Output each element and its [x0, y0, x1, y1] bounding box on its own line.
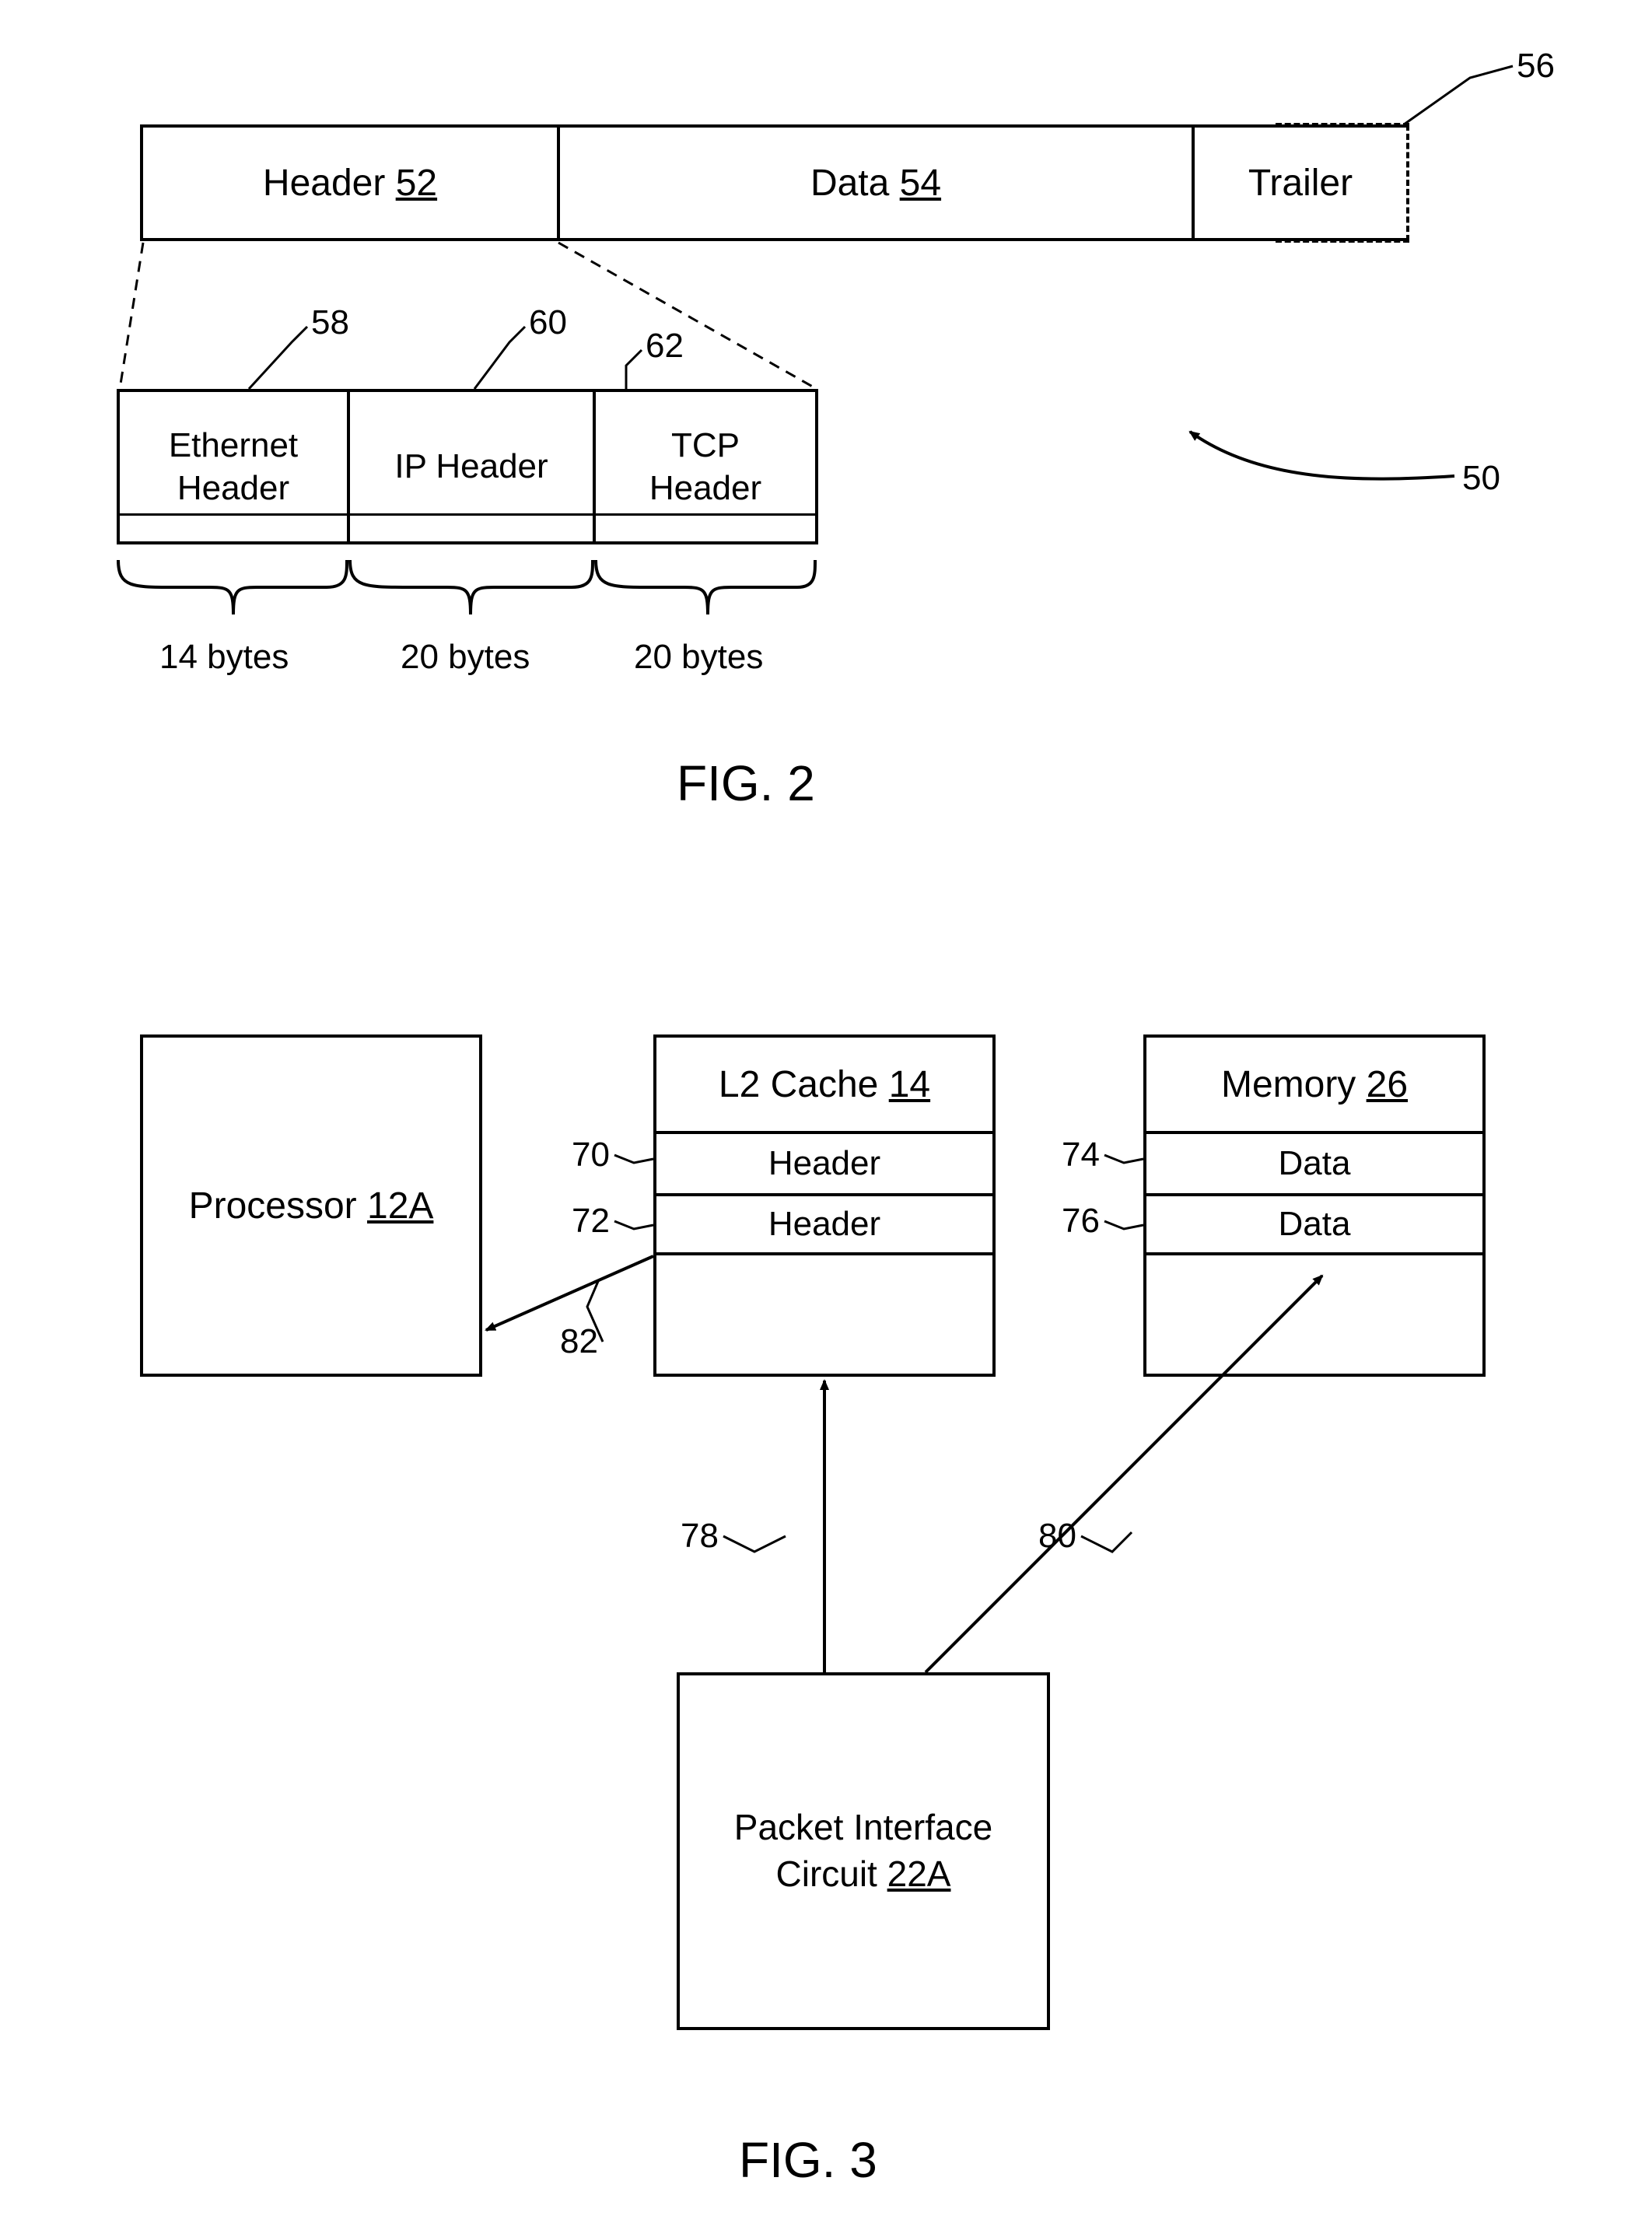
fig3-ref-78: 78: [681, 1517, 719, 1556]
fig2-ip-line1: IP Header: [394, 447, 548, 486]
fig3-l2cache-title: L2 Cache 14: [656, 1038, 992, 1131]
fig2-ref-50: 50: [1462, 459, 1500, 498]
fig2-ref-62: 62: [646, 327, 684, 366]
fig2-eth-header-box: Ethernet Header: [117, 389, 350, 544]
fig3-title: FIG. 3: [739, 2131, 877, 2189]
fig2-eth-line2: Header: [177, 467, 289, 509]
fig2-trailer-dash-bottom: [1276, 240, 1409, 243]
fig3-memory-row1: Data: [1146, 1131, 1482, 1193]
fig3-ref-72: 72: [572, 1202, 610, 1241]
fig2-trailer-dash-top: [1276, 123, 1409, 126]
fig3-memory-box: Memory 26 Data Data: [1143, 1034, 1486, 1377]
fig2-ip-bytes: 20 bytes: [401, 638, 530, 677]
fig2-data-box: Data 54: [557, 124, 1195, 241]
fig2-tcp-line2: Header: [649, 467, 761, 509]
diagram-canvas: Header 52 Data 54 Trailer Ethernet Heade…: [0, 0, 1652, 2237]
fig2-header-label: Header 52: [263, 162, 437, 205]
fig2-ref-58: 58: [311, 303, 349, 342]
fig3-processor-box: Processor 12A: [140, 1034, 482, 1377]
fig3-l2cache-row2: Header: [656, 1193, 992, 1255]
fig2-trailer-box: Trailer: [1192, 124, 1409, 241]
fig3-ref-80: 80: [1038, 1517, 1076, 1556]
fig2-eth-line1: Ethernet: [169, 424, 298, 467]
fig2-subheader-divider: [117, 513, 818, 516]
fig2-header-box: Header 52: [140, 124, 560, 241]
fig3-memory-title: Memory 26: [1146, 1038, 1482, 1131]
fig3-pic-line1: Packet Interface: [734, 1805, 992, 1851]
fig3-l2cache-row1: Header: [656, 1131, 992, 1193]
fig2-tcp-line1: TCP: [671, 424, 740, 467]
fig3-pic-box: Packet Interface Circuit 22A: [677, 1672, 1050, 2030]
fig2-eth-bytes: 14 bytes: [159, 638, 289, 677]
fig2-ip-header-box: IP Header: [347, 389, 596, 544]
fig3-memory-row2: Data: [1146, 1193, 1482, 1255]
fig2-ref-60: 60: [529, 303, 567, 342]
fig3-ref-82: 82: [560, 1322, 598, 1361]
fig2-data-label: Data 54: [810, 162, 941, 205]
fig3-ref-74: 74: [1062, 1136, 1100, 1175]
fig3-l2cache-box: L2 Cache 14 Header Header: [653, 1034, 996, 1377]
fig2-tcp-header-box: TCP Header: [593, 389, 818, 544]
fig3-ref-76: 76: [1062, 1202, 1100, 1241]
fig2-trailer-label: Trailer: [1248, 162, 1353, 205]
fig3-processor-label: Processor 12A: [189, 1185, 434, 1227]
fig3-ref-70: 70: [572, 1136, 610, 1175]
fig3-pic-line2: Circuit 22A: [776, 1851, 951, 1898]
fig2-ref-56: 56: [1517, 47, 1555, 86]
fig2-tcp-bytes: 20 bytes: [634, 638, 763, 677]
fig2-title: FIG. 2: [677, 754, 815, 812]
